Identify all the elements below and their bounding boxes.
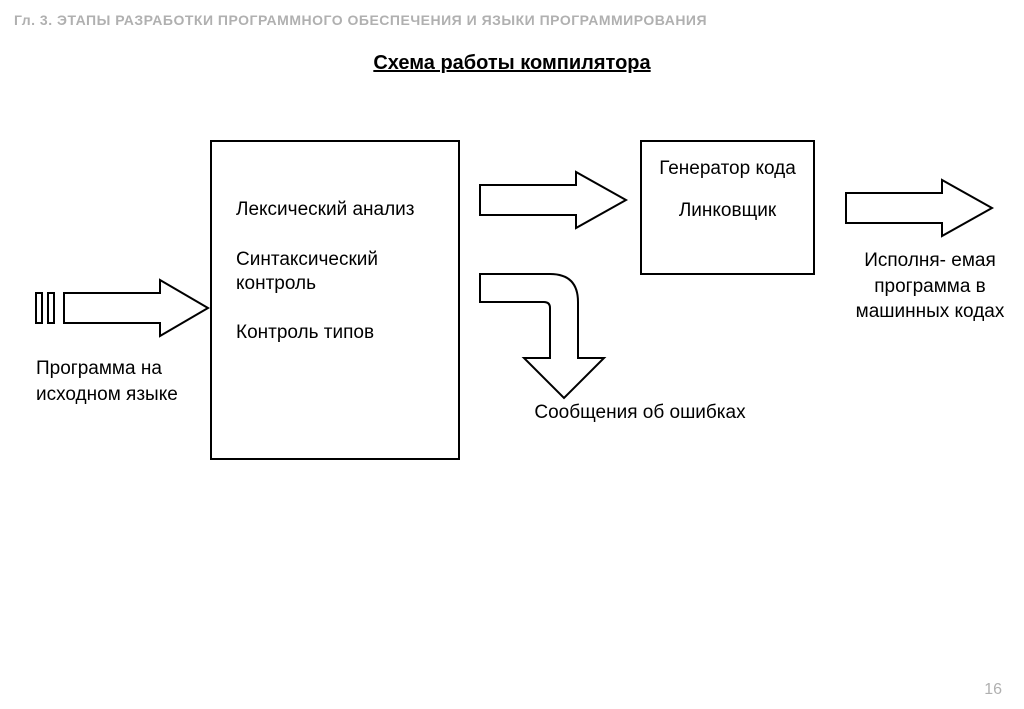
analysis-line-1: Лексический анализ xyxy=(236,198,438,222)
errors-label: Сообщения об ошибках xyxy=(510,400,770,426)
arrow-to-executable-icon xyxy=(846,178,996,238)
analysis-line-2: Синтаксический контроль xyxy=(236,248,438,296)
arrow-to-generator-icon xyxy=(480,170,630,230)
generator-line-1: Генератор кода xyxy=(642,156,813,182)
analysis-box: Лексический анализ Синтаксический контро… xyxy=(210,140,460,460)
arrow-to-errors-icon xyxy=(478,272,638,402)
analysis-line-3: Контроль типов xyxy=(236,321,438,345)
arrow-input-icon xyxy=(30,278,210,338)
chapter-header: Гл. 3. ЭТАПЫ РАЗРАБОТКИ ПРОГРАММНОГО ОБЕ… xyxy=(14,12,707,28)
generator-line-2: Линковщик xyxy=(642,198,813,224)
page-number: 16 xyxy=(984,681,1002,699)
source-label: Программа на исходном языке xyxy=(36,356,206,407)
generator-box: Генератор кода Линковщик xyxy=(640,140,815,275)
executable-label: Исполня- емая программа в машинных кодах xyxy=(850,248,1010,325)
page-title: Схема работы компилятора xyxy=(0,52,1024,75)
